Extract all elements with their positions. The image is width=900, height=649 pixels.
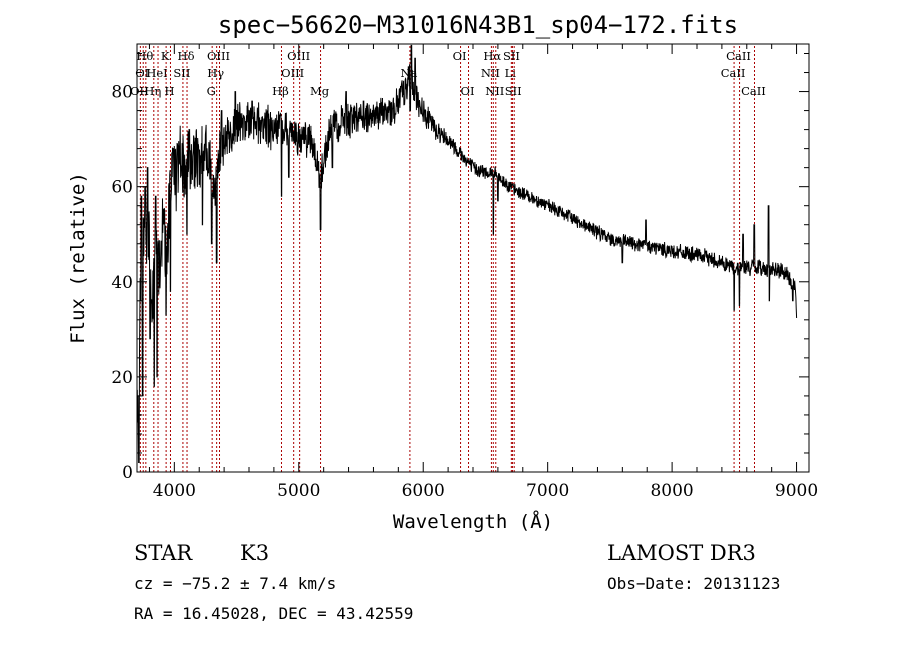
line-marker-label: Hθ: [136, 49, 153, 63]
line-marker-label: Hη: [144, 84, 161, 98]
line-marker-label: CaII: [726, 49, 751, 63]
x-tick-label: 9000: [775, 481, 818, 501]
line-marker-label: CaII: [721, 66, 746, 80]
x-tick-label: 6000: [402, 481, 445, 501]
y-axis-ticks: 0 20 40 60 80: [111, 53, 809, 483]
line-marker-label: HeI: [146, 66, 167, 80]
line-marker-label: SII: [503, 49, 520, 63]
line-marker-label: OIII: [281, 66, 304, 80]
x-tick-label: 7000: [526, 481, 569, 501]
line-marker-label: OII: [130, 84, 149, 98]
x-axis-ticks: 4000 5000 6000 7000 8000 9000: [148, 44, 818, 501]
line-marker-label: SII: [505, 84, 522, 98]
line-marker-label: H: [164, 84, 174, 98]
spectrum-series: [136, 44, 798, 470]
emission-line-markers: OIIOIHθHηHeIKHSIIHδGHγOIIIHβOIIIOIIIMgNa…: [130, 46, 766, 472]
line-marker-label: G: [207, 84, 216, 98]
line-marker-label: K: [161, 49, 170, 63]
line-marker-label: Hδ: [178, 49, 195, 63]
object-class: STAR: [134, 541, 193, 565]
y-tick-label: 80: [111, 83, 133, 103]
x-tick-label: 5000: [277, 481, 320, 501]
x-tick-label: 8000: [650, 481, 693, 501]
x-axis-label: Wavelength (Å): [393, 510, 553, 533]
line-marker-label: Hβ: [272, 84, 289, 98]
line-marker-label: Hα: [483, 49, 501, 63]
chart-title: spec−56620−M31016N43B1_sp04−172.fits: [218, 11, 738, 39]
line-marker-label: NII: [485, 84, 504, 98]
line-marker-label: OI: [135, 66, 149, 80]
y-tick-label: 20: [111, 368, 133, 388]
x-tick-label: 4000: [153, 481, 196, 501]
line-marker-label: OIII: [207, 49, 230, 63]
line-marker-label: Hγ: [207, 66, 224, 80]
y-axis-label: Flux (relative): [67, 172, 89, 344]
line-marker-label: OI: [461, 84, 475, 98]
sky-coordinates: RA = 16.45028, DEC = 43.42559: [134, 604, 413, 623]
line-marker-label: NII: [481, 66, 500, 80]
line-marker-label: Mg: [310, 84, 330, 98]
line-marker-label: CaII: [741, 84, 766, 98]
line-marker-label: Li: [505, 66, 517, 80]
survey-name: LAMOST DR3: [607, 541, 756, 565]
y-tick-label: 60: [111, 178, 133, 198]
redshift-velocity: cz = −75.2 ± 7.4 km/s: [134, 574, 336, 593]
line-marker-label: SII: [173, 66, 190, 80]
line-marker-label: OI: [453, 49, 467, 63]
y-tick-label: 40: [111, 273, 133, 293]
y-tick-label: 0: [122, 463, 133, 483]
object-subclass: K3: [240, 541, 269, 565]
observation-date: Obs−Date: 20131123: [607, 574, 780, 593]
line-marker-label: OIII: [287, 49, 310, 63]
spectrum-line: [136, 44, 798, 470]
